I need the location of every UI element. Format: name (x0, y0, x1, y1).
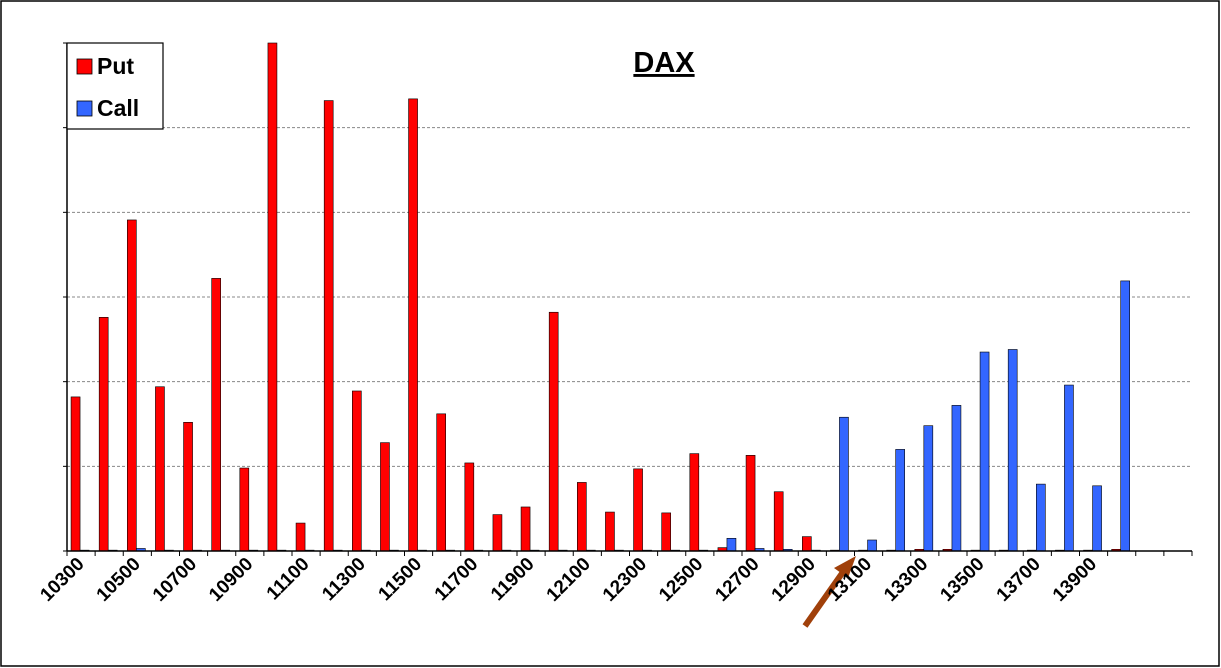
bar (352, 390, 362, 552)
legend-swatch (76, 58, 93, 75)
bar (577, 482, 587, 552)
bar (183, 422, 193, 552)
bar (323, 100, 334, 552)
bar (408, 98, 418, 552)
bar (1007, 349, 1018, 552)
bar (239, 467, 250, 552)
bar (802, 536, 812, 552)
bar (436, 413, 446, 552)
bar (633, 468, 643, 552)
bar (1092, 485, 1102, 552)
bar (98, 317, 109, 552)
bar (380, 442, 390, 552)
bar (267, 42, 278, 552)
bar (1120, 280, 1130, 552)
bar (464, 462, 475, 552)
legend-swatch (76, 100, 93, 117)
bar (520, 506, 531, 552)
bar (661, 512, 671, 552)
bar (548, 311, 559, 552)
legend: Put Call (66, 42, 164, 130)
bar (839, 416, 849, 552)
bar (745, 455, 756, 552)
arrow (802, 556, 856, 628)
bar (923, 425, 934, 552)
bar (492, 514, 503, 552)
bar (155, 386, 165, 552)
chart-title: DAX (633, 47, 695, 79)
bar (773, 491, 784, 552)
bar (867, 539, 877, 552)
bar (689, 453, 700, 552)
bar (1064, 384, 1074, 552)
bar (951, 405, 962, 552)
bar (605, 511, 615, 552)
bar (726, 537, 737, 552)
bar (979, 351, 990, 552)
bar (295, 522, 306, 552)
bar (70, 396, 81, 552)
bar (1036, 483, 1046, 552)
bar (895, 449, 905, 552)
legend-label: Call (97, 95, 139, 121)
bar (211, 278, 221, 552)
bar (127, 219, 137, 552)
legend-label: Put (97, 53, 134, 79)
